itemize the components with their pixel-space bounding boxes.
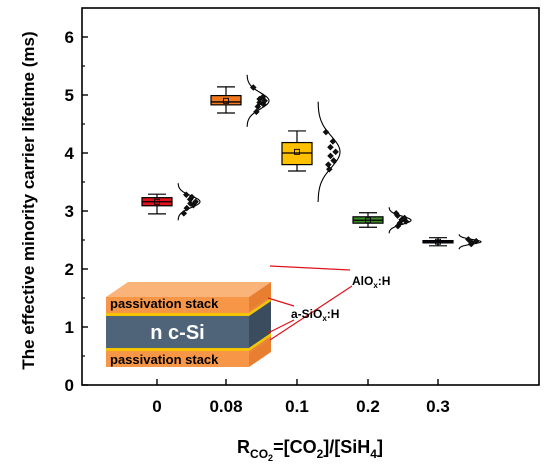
data-point: [322, 128, 330, 136]
leader-sio-top: [267, 297, 295, 307]
data-point: [253, 108, 260, 116]
data-point: [188, 193, 196, 201]
data-point: [182, 191, 190, 199]
box-group-0.1: [281, 101, 341, 203]
slab-side-sio-bottom: [249, 333, 271, 351]
stack-bottom-label: passivation stack: [110, 352, 219, 367]
data-point: [249, 84, 257, 91]
data-layer: [141, 74, 482, 250]
y-tick-label: 3: [65, 202, 74, 221]
alo-label: AlOx:H: [352, 274, 390, 290]
slab-side-core-front: [249, 301, 271, 348]
data-point: [329, 138, 337, 145]
data-point: [472, 237, 480, 245]
x-title-main: R: [237, 437, 250, 457]
alo-label-end: :H: [378, 274, 391, 288]
box-group-0.3: [422, 234, 482, 250]
x-title-sub2: 4: [370, 447, 377, 461]
alo-label-sub: x: [373, 281, 378, 290]
mean-marker: [294, 148, 300, 155]
data-point: [464, 236, 472, 243]
slab-sio-bottom: [106, 348, 249, 351]
slab-side-sio-top: [249, 298, 271, 316]
data-point: [192, 198, 199, 206]
sio-label: a-SiOx:H: [291, 307, 339, 323]
slab-core-front: [106, 316, 249, 348]
data-point: [325, 165, 333, 173]
mean-marker: [435, 238, 441, 245]
x-tick-label: 0.08: [209, 397, 242, 416]
x-tick-label: 0.3: [426, 397, 450, 416]
distribution-curve: [177, 183, 201, 221]
labels-layer: The effective minority carrier lifetime …: [19, 31, 383, 463]
y-tick-label: 2: [65, 260, 74, 279]
data-point: [256, 99, 263, 106]
distribution-curve: [317, 101, 341, 203]
x-title-sub: CO: [250, 447, 268, 461]
y-axis-title: The effective minority carrier lifetime …: [19, 31, 38, 369]
sio-label-end: :H: [327, 307, 340, 321]
data-point: [259, 93, 267, 101]
data-point: [324, 161, 332, 168]
box-group-0.2: [352, 207, 412, 234]
x-title-mid: ]/[SiH: [323, 437, 370, 457]
box-group-0.08: [210, 74, 270, 127]
inset-layer: passivation stack passivation stack n c-Si…: [106, 265, 390, 367]
x-tick-label: 0: [152, 397, 161, 416]
distribution-curve: [458, 234, 482, 250]
x-title-end: ]: [377, 437, 383, 457]
sio-label-main: a-SiO: [291, 307, 322, 321]
slab-side-stack-bottom-front: [249, 338, 271, 367]
x-axis-title: RCO2=[CO2]/[SiH4]: [237, 437, 383, 463]
y-tick-label: 4: [65, 144, 75, 163]
slab-alo-bottom: [106, 351, 249, 353]
x-tick-label: 0.2: [356, 397, 380, 416]
mean-marker: [154, 198, 160, 205]
stack-top-label: passivation stack: [110, 296, 219, 311]
y-tick-label: 5: [65, 86, 74, 105]
data-point: [330, 157, 338, 164]
y-tick-label: 6: [65, 28, 74, 47]
distribution-curve: [388, 207, 412, 234]
data-point: [401, 214, 408, 222]
slab-stack-top-front: [106, 297, 249, 311]
data-point: [392, 209, 400, 217]
slab-side-alo-bottom: [249, 336, 271, 353]
x-title-subsub: 2: [268, 453, 273, 463]
box-group-0: [141, 183, 201, 221]
x-title-eq: =[CO: [273, 437, 317, 457]
axes-layer: 0 1 2 3 4 5 6 0 0.08 0.1 0.2 0.3: [65, 7, 540, 416]
data-point: [180, 209, 188, 217]
distribution-curve: [246, 74, 270, 127]
mean-marker: [365, 217, 371, 224]
mean-marker: [223, 97, 229, 104]
slab-side-stack-top-front: [249, 282, 271, 311]
box: [210, 94, 242, 106]
data-point: [183, 204, 191, 212]
data-point: [327, 143, 334, 151]
slab-stack-bottom-front: [106, 353, 249, 367]
x-title-sub1: 2: [317, 447, 324, 461]
y-tick-label: 0: [65, 376, 74, 395]
slab-side-alo-top: [249, 296, 271, 313]
leader-alo-bottom: [269, 285, 353, 341]
slab-sio-top: [106, 313, 249, 316]
leader-sio-bottom: [267, 319, 295, 334]
data-point: [332, 148, 339, 156]
data-point: [327, 152, 334, 160]
alo-label-main: AlO: [352, 274, 373, 288]
data-point: [187, 200, 194, 207]
slab-top-face: [106, 282, 271, 297]
leader-alo-top: [269, 265, 351, 271]
y-tick-label: 1: [65, 318, 74, 337]
sio-label-sub: x: [322, 314, 327, 323]
plot-frame: [81, 7, 540, 386]
slab-alo-top: [106, 311, 249, 313]
core-label: n c-Si: [150, 322, 204, 344]
x-tick-label: 0.1: [285, 397, 309, 416]
